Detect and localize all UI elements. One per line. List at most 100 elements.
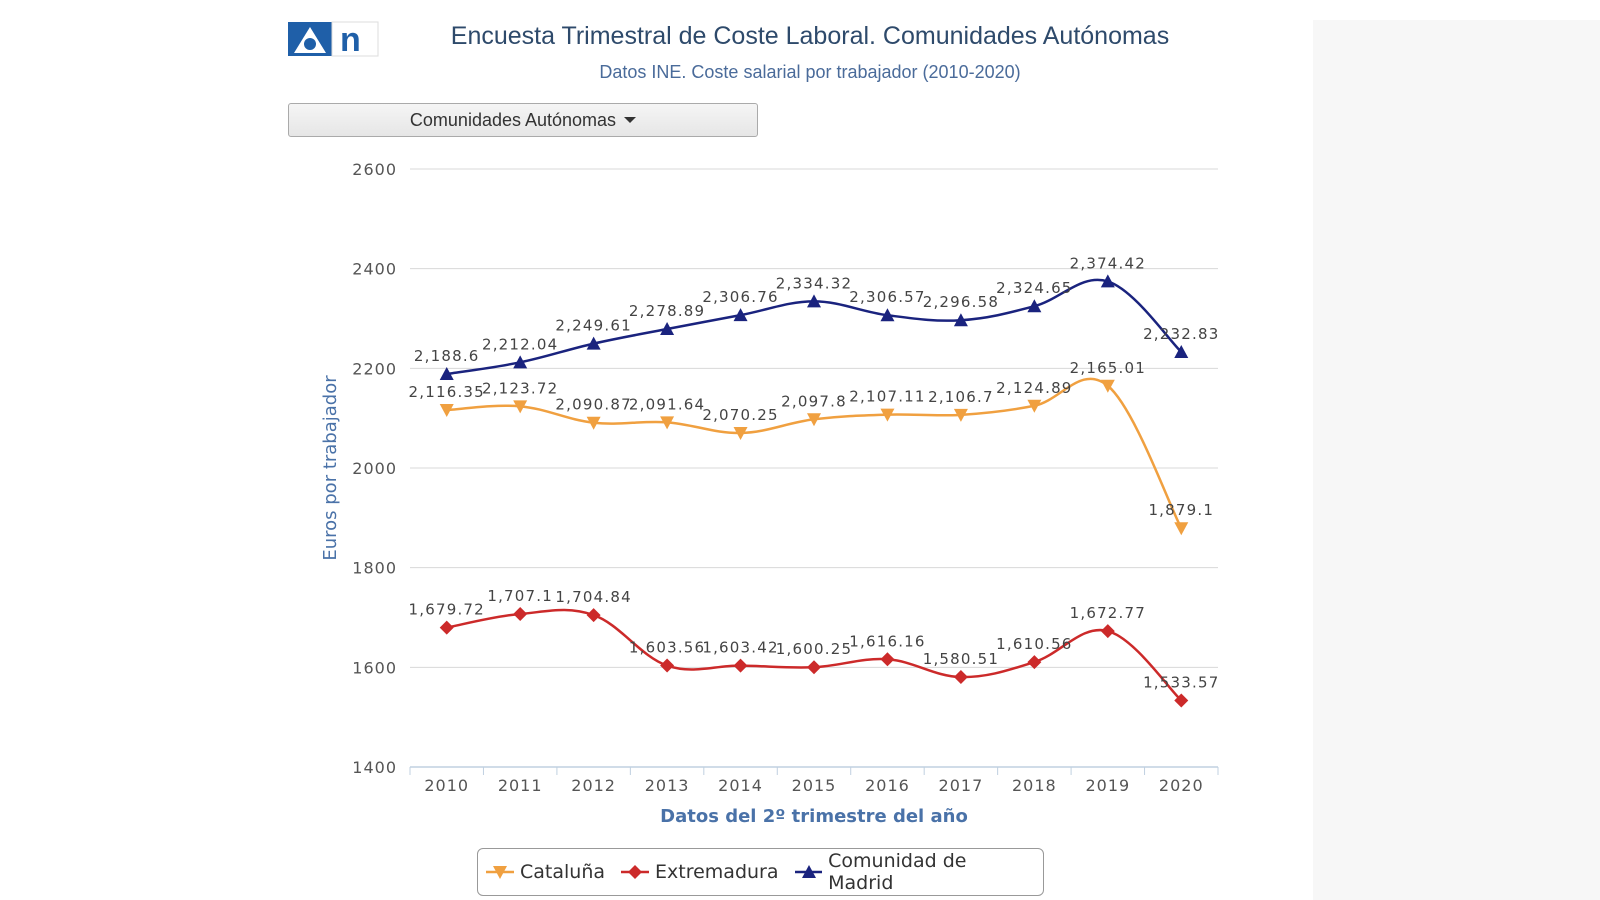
data-point-cataluna — [1100, 379, 1115, 393]
x-tick-label: 2020 — [1159, 776, 1204, 795]
data-label-cataluna: 2,107.11 — [849, 388, 925, 406]
antena3-logo-icon: n — [288, 21, 379, 59]
data-point-comunidad-de-madrid — [1027, 299, 1042, 313]
data-point-extremadura — [660, 658, 675, 673]
dropdown-label: Comunidades Autónomas — [409, 109, 617, 130]
data-point-cataluna — [586, 416, 601, 430]
data-label-cataluna: 2,097.8 — [781, 392, 847, 410]
data-label-extremadura: 1,603.56 — [629, 639, 705, 657]
data-point-comunidad-de-madrid — [513, 355, 528, 369]
data-label-extremadura: 1,616.16 — [849, 632, 925, 650]
legend-item-comunidad-de-madrid[interactable]: Comunidad de Madrid — [794, 850, 1035, 894]
y-tick-label: 1600 — [352, 658, 397, 677]
data-point-comunidad-de-madrid — [1100, 274, 1115, 288]
chart-legend: Cataluña Extremadura Comunidad de Madrid — [477, 848, 1044, 896]
antena3-logo: n — [288, 20, 380, 59]
data-point-extremadura — [733, 658, 748, 673]
data-point-comunidad-de-madrid — [439, 367, 454, 381]
x-tick-label: 2015 — [792, 776, 837, 795]
data-label-comunidad-de-madrid: 2,278.89 — [629, 302, 705, 320]
legend-item-cataluna[interactable]: Cataluña — [486, 861, 605, 883]
data-label-extremadura: 1,580.51 — [923, 650, 999, 668]
x-tick-label: 2010 — [424, 776, 469, 795]
data-label-extremadura: 1,704.84 — [555, 588, 631, 606]
series-line-comunidad-de-madrid — [446, 278, 1183, 376]
data-label-extremadura: 1,600.25 — [776, 640, 852, 658]
page-title: Encuesta Trimestral de Coste Laboral. Co… — [450, 22, 1170, 50]
data-point-extremadura — [880, 652, 895, 667]
legend-symbol-icon — [486, 866, 514, 879]
data-point-comunidad-de-madrid — [733, 308, 748, 322]
data-point-extremadura — [1100, 624, 1115, 639]
series-line-cataluna — [446, 377, 1183, 529]
data-point-comunidad-de-madrid — [660, 322, 675, 336]
legend-label: Comunidad de Madrid — [828, 850, 967, 894]
data-label-comunidad-de-madrid: 2,232.83 — [1143, 325, 1219, 343]
data-label-comunidad-de-madrid: 2,296.58 — [923, 293, 999, 311]
x-tick-label: 2011 — [498, 776, 543, 795]
data-label-cataluna: 2,116.35 — [409, 383, 485, 401]
data-label-extremadura: 1,610.56 — [996, 635, 1072, 653]
data-label-cataluna: 2,070.25 — [702, 406, 778, 424]
x-tick-label: 2018 — [1012, 776, 1057, 795]
data-label-extremadura: 1,533.57 — [1143, 673, 1219, 691]
data-point-cataluna — [1027, 399, 1042, 413]
y-tick-label: 1400 — [352, 758, 397, 777]
data-label-cataluna: 2,124.89 — [996, 379, 1072, 397]
data-point-comunidad-de-madrid — [586, 336, 601, 350]
y-tick-label: 2400 — [352, 260, 397, 279]
y-tick-label: 2200 — [352, 359, 397, 378]
data-label-comunidad-de-madrid: 2,374.42 — [1070, 254, 1146, 272]
x-tick-label: 2012 — [571, 776, 616, 795]
legend-label: Cataluña — [520, 861, 606, 883]
data-point-comunidad-de-madrid — [953, 313, 968, 327]
x-tick-label: 2019 — [1085, 776, 1130, 795]
data-label-comunidad-de-madrid: 2,324.65 — [996, 279, 1072, 297]
data-point-extremadura — [1174, 693, 1189, 708]
data-point-extremadura — [1027, 655, 1042, 670]
data-label-comunidad-de-madrid: 2,249.61 — [555, 317, 631, 335]
data-point-comunidad-de-madrid — [807, 294, 821, 308]
data-point-cataluna — [880, 408, 895, 422]
data-label-cataluna: 2,106.7 — [928, 388, 994, 406]
data-point-cataluna — [1174, 522, 1189, 536]
data-point-cataluna — [807, 413, 821, 427]
data-point-cataluna — [733, 426, 748, 440]
x-tick-label: 2014 — [718, 776, 763, 795]
right-side-panel — [1313, 20, 1600, 900]
data-point-cataluna — [953, 408, 968, 422]
data-label-comunidad-de-madrid: 2,306.57 — [849, 288, 925, 306]
x-tick-label: 2017 — [939, 776, 984, 795]
data-point-cataluna — [660, 416, 675, 430]
data-point-extremadura — [439, 620, 454, 635]
data-point-cataluna — [439, 404, 454, 418]
x-tick-label: 2016 — [865, 776, 910, 795]
data-point-comunidad-de-madrid — [1174, 344, 1189, 358]
data-point-extremadura — [513, 606, 528, 621]
data-label-comunidad-de-madrid: 2,212.04 — [482, 335, 558, 353]
y-tick-label: 2600 — [352, 160, 397, 179]
data-label-comunidad-de-madrid: 2,188.6 — [414, 347, 480, 365]
y-tick-label: 1800 — [352, 559, 397, 578]
data-point-extremadura — [586, 608, 601, 623]
y-tick-label: 2000 — [352, 459, 397, 478]
data-label-comunidad-de-madrid: 2,306.76 — [702, 288, 778, 306]
chevron-down-icon — [624, 117, 637, 123]
x-tick-label: 2013 — [645, 776, 690, 795]
data-label-cataluna: 2,123.72 — [482, 379, 558, 397]
comunidades-dropdown-button[interactable]: Comunidades Autónomas — [288, 103, 758, 137]
page-subtitle: Datos INE. Coste salarial por trabajador… — [599, 62, 1021, 82]
data-point-extremadura — [953, 670, 968, 685]
data-label-cataluna: 2,090.87 — [555, 396, 631, 414]
data-label-extremadura: 1,679.72 — [409, 601, 485, 619]
logo-letter: n — [340, 21, 361, 58]
data-label-extremadura: 1,672.77 — [1070, 604, 1146, 622]
legend-label: Extremadura — [655, 861, 779, 883]
data-label-extremadura: 1,603.42 — [702, 639, 778, 657]
data-label-cataluna: 2,091.64 — [629, 395, 705, 413]
data-point-extremadura — [807, 660, 821, 675]
legend-item-extremadura[interactable]: Extremadura — [621, 861, 779, 883]
x-axis-title: Datos del 2º trimestre del año — [660, 806, 968, 827]
data-label-cataluna: 2,165.01 — [1070, 359, 1146, 377]
data-label-comunidad-de-madrid: 2,334.32 — [776, 274, 852, 292]
